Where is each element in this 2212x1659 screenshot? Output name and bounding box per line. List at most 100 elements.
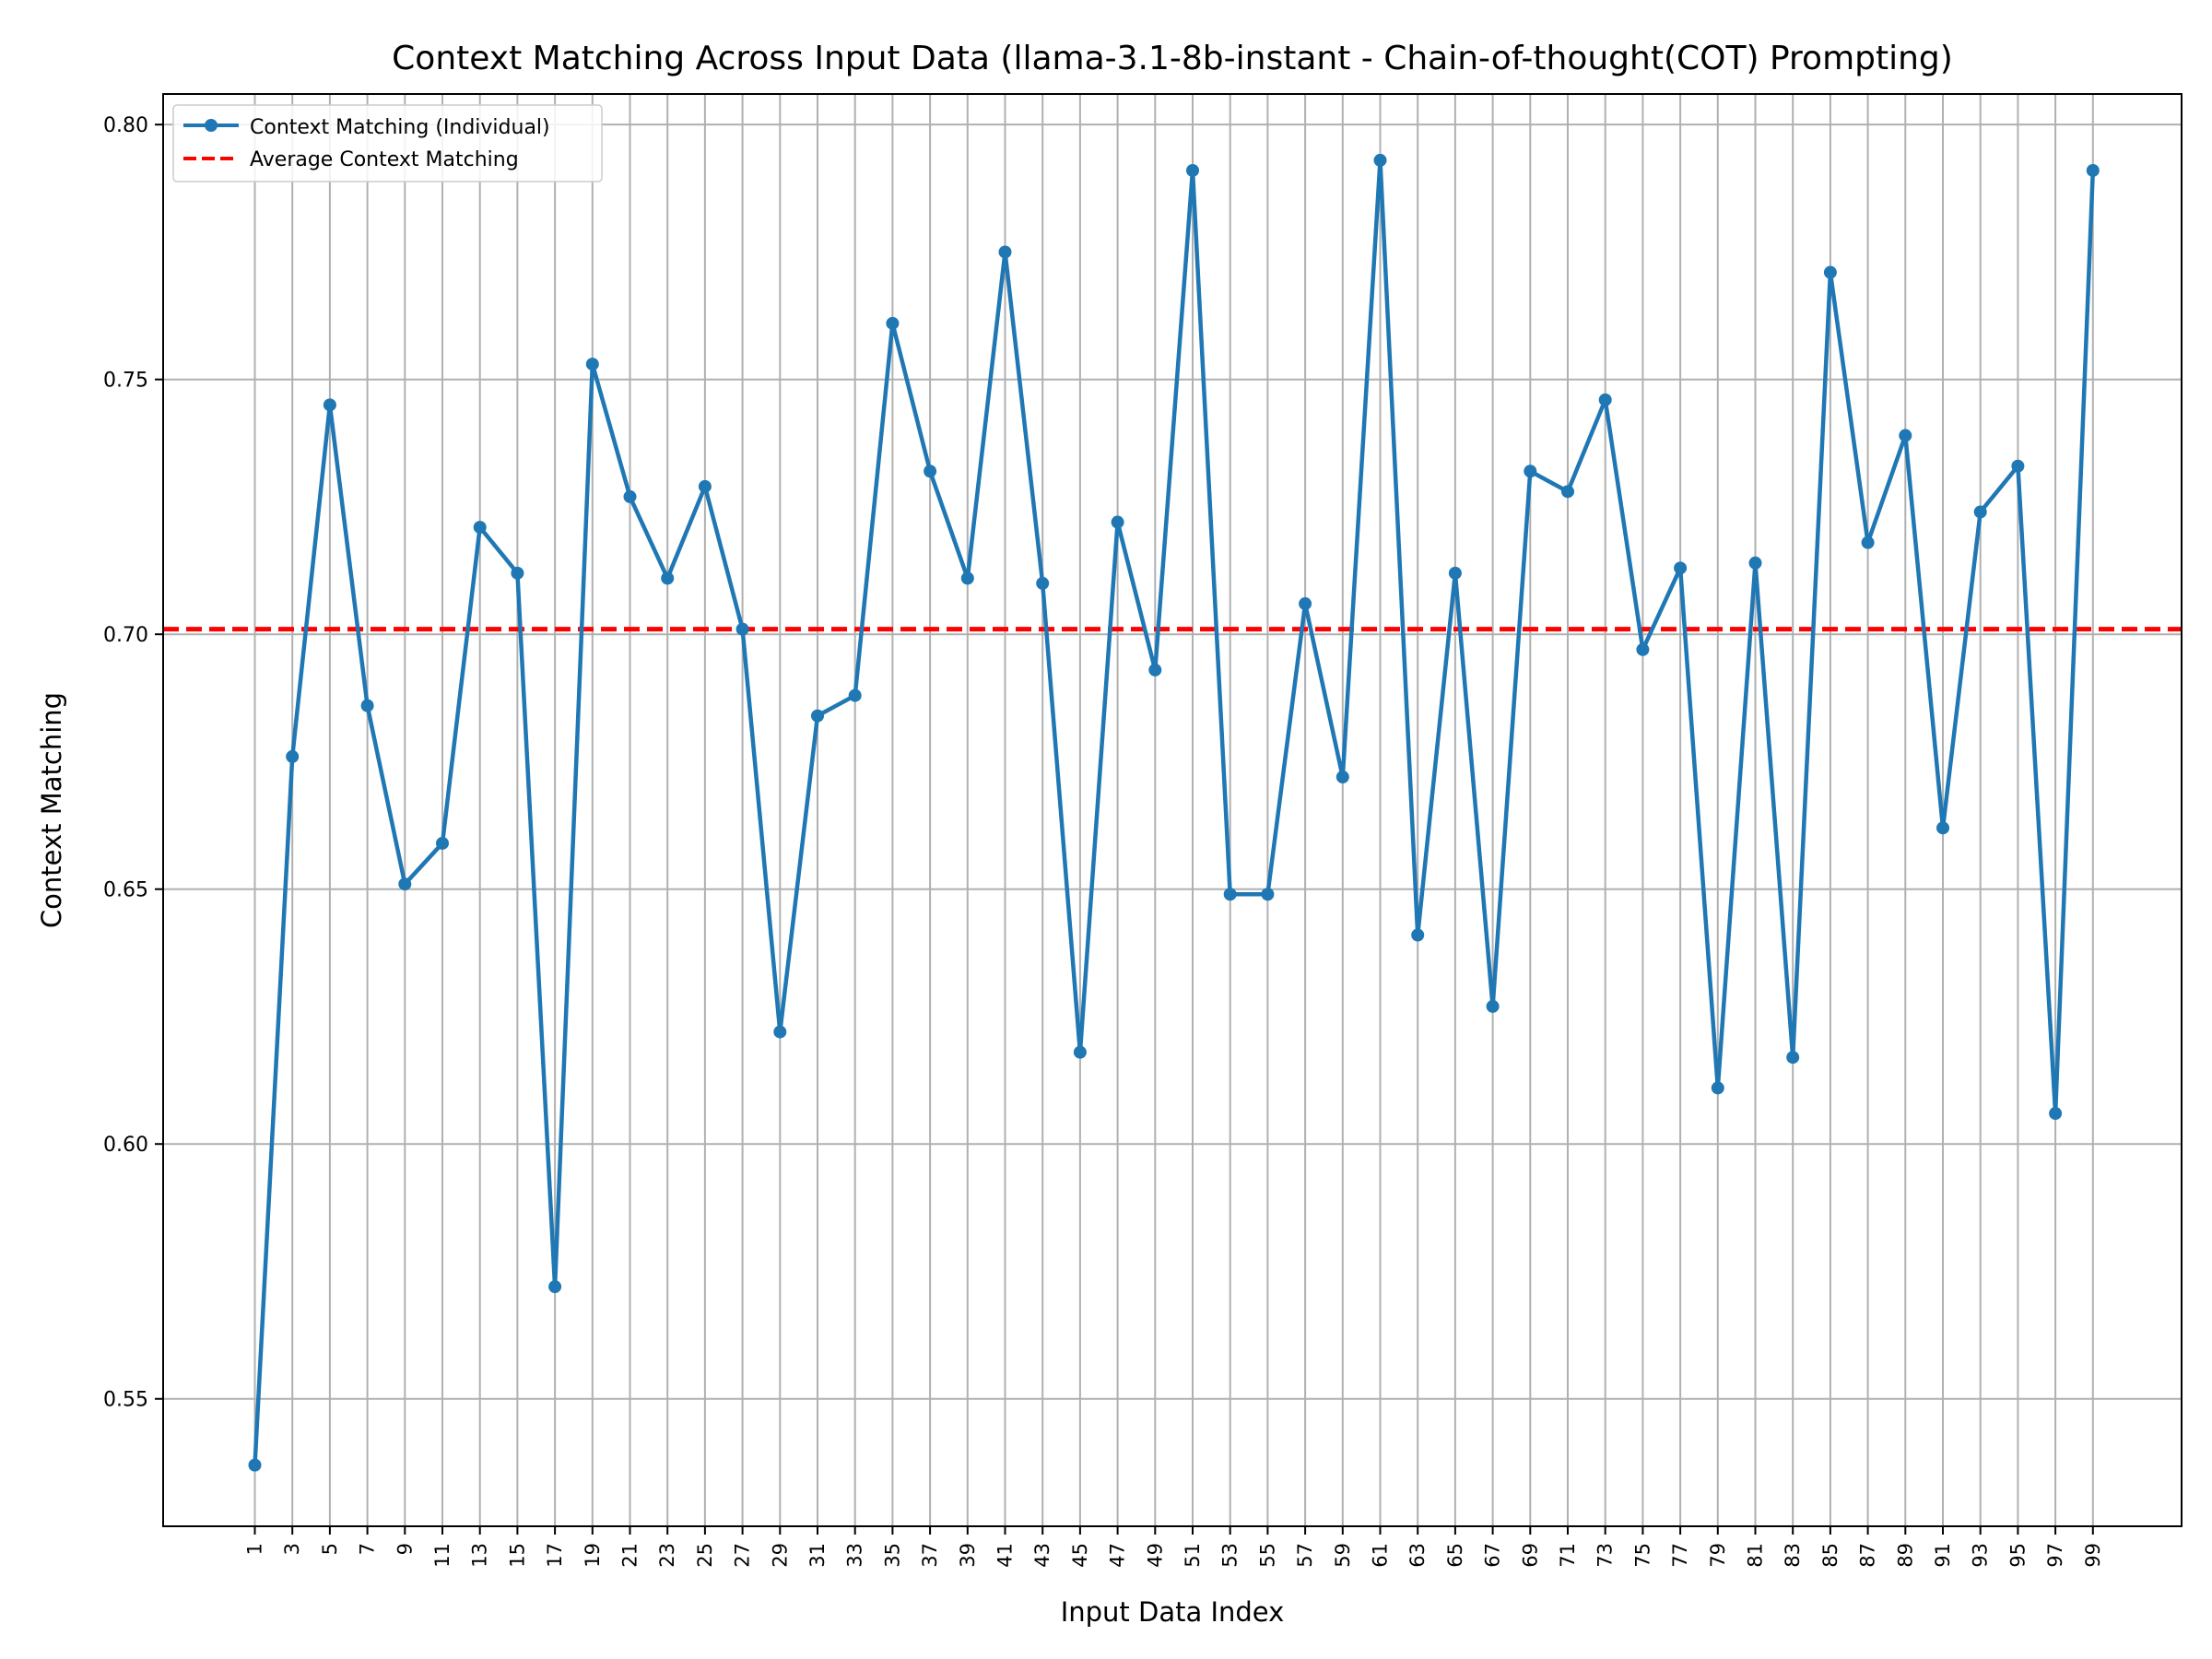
- y-tick-label: 0.75: [103, 370, 148, 393]
- data-point: [773, 1025, 787, 1039]
- x-tick-label: 75: [1631, 1543, 1653, 1568]
- x-tick-label: 15: [506, 1543, 528, 1568]
- x-tick-label: 81: [1745, 1543, 1767, 1568]
- data-point: [924, 465, 937, 478]
- series-layer: [248, 153, 2100, 1472]
- data-point: [2049, 1107, 2063, 1121]
- data-point: [436, 836, 449, 850]
- data-point: [1899, 429, 1912, 442]
- data-point: [398, 877, 412, 891]
- x-tick-label: 37: [919, 1543, 941, 1568]
- y-axis-ticks: 0.55 0.60 0.65 0.70 0.75 0.80: [103, 114, 163, 1412]
- x-tick-label: 49: [1144, 1543, 1166, 1568]
- legend-label-average: Average Context Matching: [250, 148, 519, 171]
- data-point: [1936, 821, 1949, 835]
- x-tick-label: 17: [544, 1543, 566, 1568]
- x-tick-label: 67: [1482, 1543, 1504, 1568]
- x-tick-label: 19: [582, 1543, 604, 1568]
- x-tick-label: 87: [1857, 1543, 1879, 1568]
- x-tick-label: 29: [769, 1543, 791, 1568]
- x-tick-label: 51: [1182, 1543, 1204, 1568]
- x-tick-label: 33: [844, 1543, 866, 1568]
- x-tick-label: 11: [431, 1543, 453, 1568]
- x-axis-label: Input Data Index: [1061, 1596, 1285, 1628]
- x-tick-label: 63: [1406, 1543, 1429, 1568]
- x-tick-label: 93: [1970, 1543, 1992, 1568]
- data-point: [511, 566, 524, 580]
- x-tick-label: 69: [1519, 1543, 1541, 1568]
- data-point: [1186, 163, 1199, 177]
- data-point: [2011, 459, 2025, 473]
- x-tick-label: 5: [319, 1543, 341, 1555]
- data-point: [698, 479, 712, 493]
- data-point: [661, 571, 675, 585]
- data-point: [1299, 597, 1312, 611]
- x-tick-label: 59: [1332, 1543, 1354, 1568]
- data-point: [585, 358, 599, 371]
- data-point: [286, 749, 300, 763]
- x-tick-label: 13: [469, 1543, 491, 1568]
- x-tick-label: 47: [1107, 1543, 1129, 1568]
- data-point: [1073, 1045, 1087, 1059]
- legend: Context Matching (Individual) Average Co…: [172, 104, 603, 182]
- data-point: [998, 245, 1012, 259]
- data-point: [1561, 485, 1574, 499]
- data-point: [1223, 888, 1237, 901]
- x-tick-label: 9: [394, 1543, 416, 1555]
- data-point: [473, 521, 487, 535]
- data-point: [1036, 576, 1050, 590]
- x-tick-label: 31: [806, 1543, 829, 1568]
- y-tick-label: 0.60: [103, 1134, 148, 1157]
- data-point: [1711, 1081, 1724, 1095]
- data-point: [1148, 663, 1162, 677]
- x-tick-label: 35: [881, 1543, 903, 1568]
- data-point: [1373, 153, 1387, 167]
- x-tick-label: 79: [1707, 1543, 1729, 1568]
- data-point: [811, 709, 824, 723]
- x-tick-label: 91: [1932, 1543, 1954, 1568]
- y-tick-label: 0.65: [103, 879, 148, 902]
- y-axis-label: Context Matching: [36, 692, 67, 928]
- data-point: [1786, 1051, 1800, 1065]
- data-point: [1636, 642, 1650, 656]
- data-point: [1111, 515, 1124, 529]
- x-tick-label: 85: [1819, 1543, 1841, 1568]
- data-point: [960, 571, 974, 585]
- data-point: [848, 688, 862, 702]
- x-tick-label: 25: [694, 1543, 716, 1568]
- x-tick-label: 45: [1069, 1543, 1091, 1568]
- x-tick-label: 57: [1294, 1543, 1316, 1568]
- data-point: [1748, 556, 1762, 570]
- x-tick-label: 39: [957, 1543, 979, 1568]
- x-tick-label: 89: [1894, 1543, 1916, 1568]
- plot-frame: [162, 93, 2183, 1527]
- x-tick-label: 7: [357, 1543, 379, 1555]
- x-tick-label: 77: [1669, 1543, 1691, 1568]
- x-tick-label: 65: [1444, 1543, 1466, 1568]
- series-line-individual: [253, 158, 2096, 1465]
- data-point: [548, 1280, 562, 1294]
- data-point: [623, 489, 637, 503]
- data-point: [735, 622, 749, 636]
- legend-label-individual: Context Matching (Individual): [250, 116, 550, 139]
- x-tick-label: 95: [2006, 1543, 2029, 1568]
- x-tick-label: 83: [1782, 1543, 1804, 1568]
- x-tick-label: 55: [1256, 1543, 1278, 1568]
- x-tick-label: 43: [1031, 1543, 1053, 1568]
- x-tick-label: 71: [1557, 1543, 1579, 1568]
- x-tick-label: 41: [994, 1543, 1017, 1568]
- x-tick-label: 73: [1594, 1543, 1617, 1568]
- legend-marker-individual: [205, 119, 218, 132]
- legend-box: [172, 104, 603, 182]
- data-point: [1486, 999, 1500, 1013]
- data-point: [1674, 561, 1688, 575]
- x-tick-label: 3: [281, 1543, 303, 1555]
- y-tick-label: 0.55: [103, 1389, 148, 1412]
- data-point: [1598, 393, 1612, 406]
- data-point: [248, 1458, 262, 1472]
- x-tick-label: 1: [244, 1543, 266, 1555]
- data-point: [1448, 566, 1462, 580]
- x-tick-label: 21: [619, 1543, 641, 1568]
